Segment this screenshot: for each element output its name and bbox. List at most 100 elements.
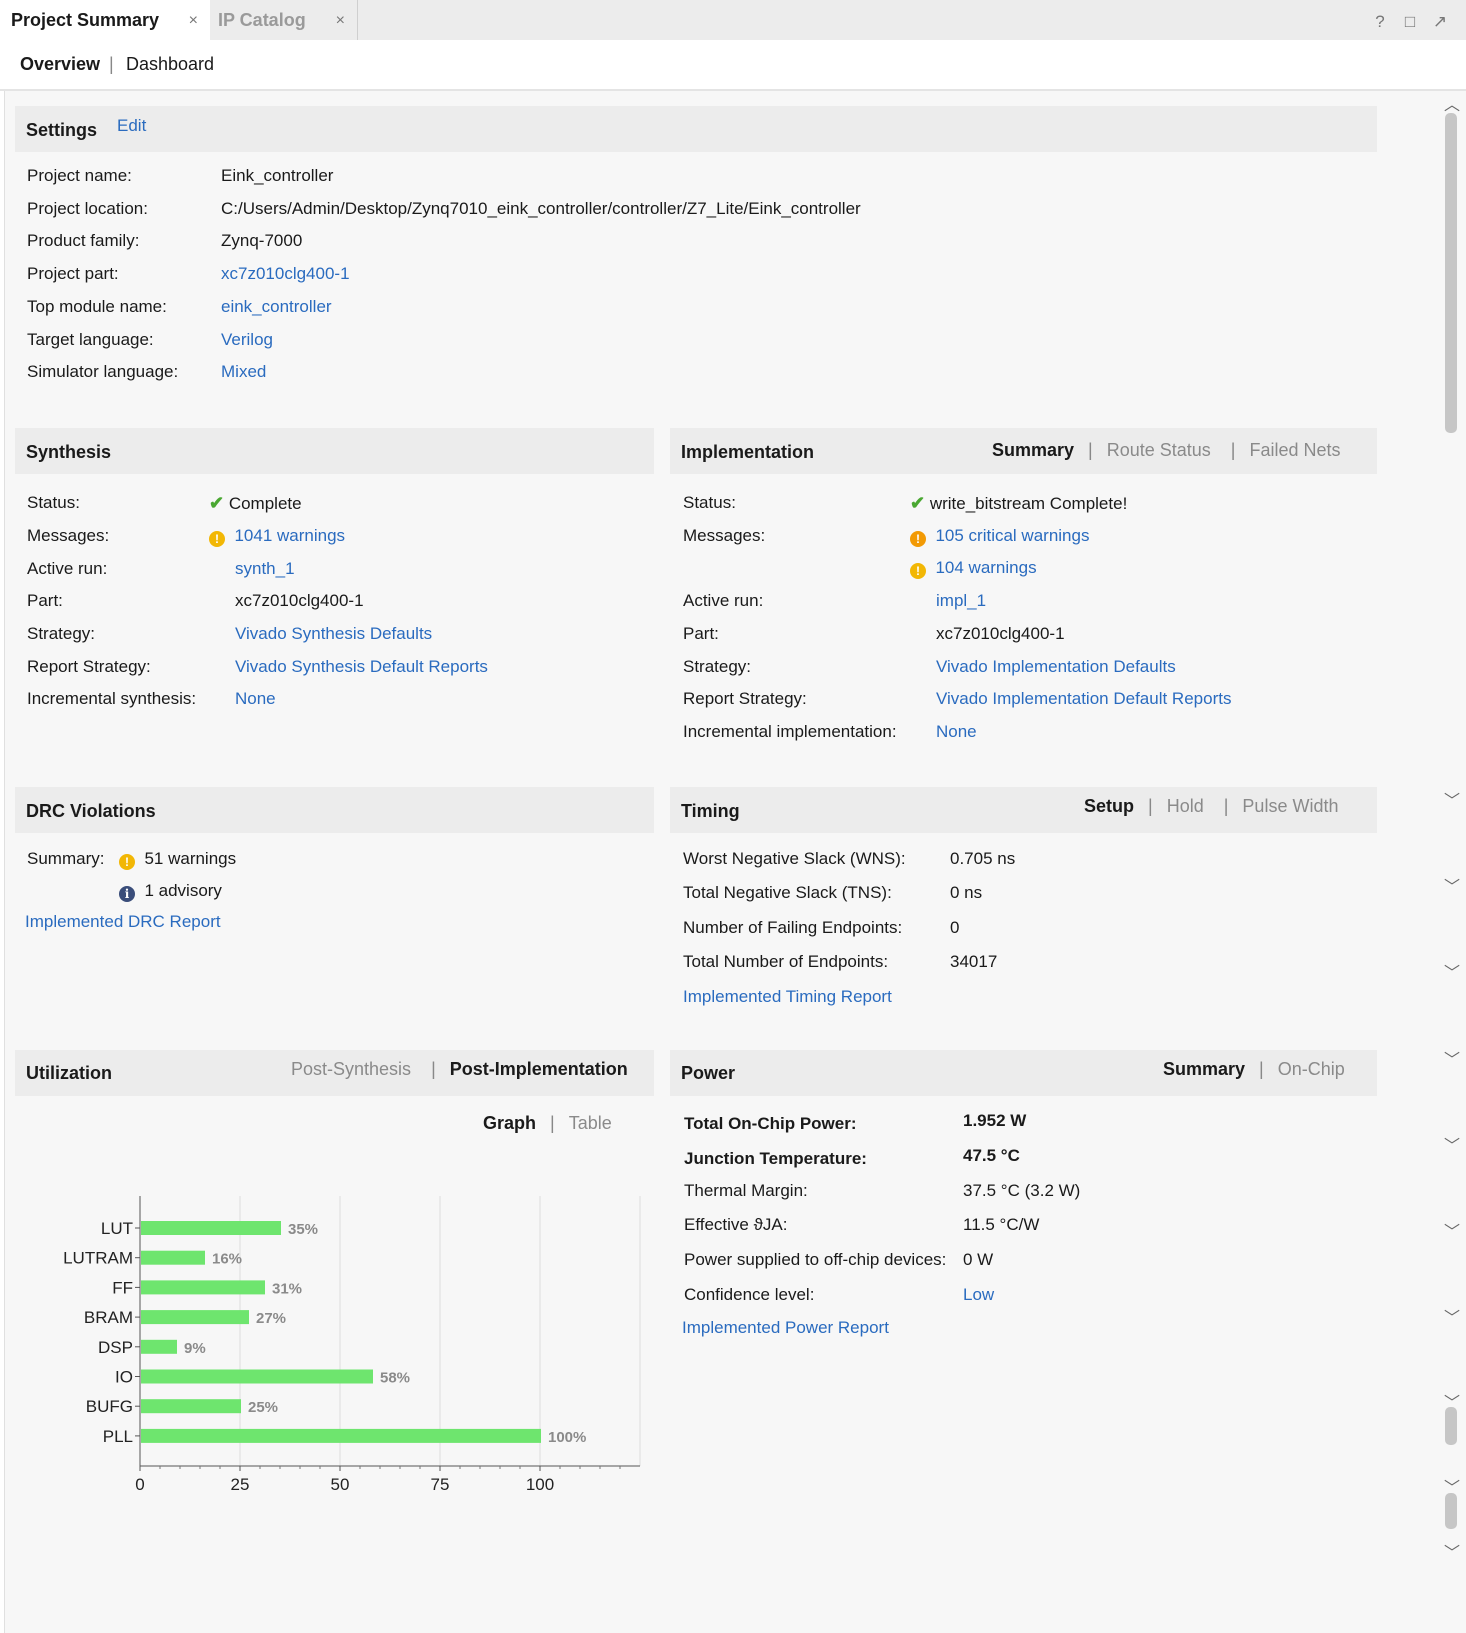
synthesis-part: xc7z010clg400-1: [235, 591, 364, 610]
check-icon: ✔: [209, 493, 225, 513]
synthesis-incremental-link[interactable]: None: [235, 689, 276, 708]
tab-impl-summary[interactable]: Summary: [992, 440, 1075, 460]
check-icon: ✔: [910, 493, 926, 513]
close-icon[interactable]: ×: [335, 12, 345, 29]
chevron-down-icon[interactable]: ﹀: [1444, 1480, 1461, 1497]
utilization-title: Utilization: [26, 1063, 112, 1083]
impl-report-strategy-label: Report Strategy:: [683, 689, 807, 708]
bar-value-label: 27%: [256, 1310, 286, 1327]
nav-dashboard[interactable]: Dashboard: [126, 54, 215, 74]
settings-edit-link[interactable]: Edit: [117, 116, 147, 135]
chevron-down-icon[interactable]: ﹀: [1444, 1310, 1461, 1327]
settings-row-value[interactable]: Verilog: [221, 329, 273, 349]
impl-status-text: write_bitstream Complete!: [929, 494, 1128, 513]
tab-power-on-chip[interactable]: On-Chip: [1277, 1059, 1345, 1079]
view-separator: |: [550, 1113, 555, 1133]
scroll-down-icon[interactable]: ﹀: [1444, 1545, 1461, 1562]
impl-critical-warnings-link[interactable]: 105 critical warnings: [935, 526, 1090, 545]
scrollbar-thumb-bottom[interactable]: [1445, 1493, 1457, 1529]
synthesis-status-text: Complete: [228, 494, 302, 513]
impl-warnings-link[interactable]: 104 warnings: [935, 558, 1037, 577]
drc-header: DRC Violations: [15, 787, 654, 833]
nav-separator: |: [109, 54, 114, 74]
critical-warning-icon: !: [910, 531, 926, 547]
synthesis-messages-label: Messages:: [27, 526, 110, 545]
synthesis-report-strategy-link[interactable]: Vivado Synthesis Default Reports: [235, 657, 488, 676]
scrollbar-thumb-lower[interactable]: [1445, 1407, 1457, 1445]
synthesis-active-run-label: Active run:: [27, 559, 108, 578]
settings-row-value[interactable]: Mixed: [221, 362, 267, 382]
chevron-down-icon[interactable]: ﹀: [1444, 793, 1461, 810]
utilization-chart: LUT 35% LUTRAM 16% FF 31% BRAM 27% DSP 9% IO 58% BUF…: [63, 1196, 641, 1491]
synthesis-strategy-link[interactable]: Vivado Synthesis Defaults: [235, 624, 433, 643]
scrollbar-thumb[interactable]: [1445, 113, 1457, 433]
impl-incremental-link[interactable]: None: [936, 722, 977, 741]
bar-pll: [141, 1428, 541, 1443]
maximize-icon[interactable]: □: [1404, 12, 1416, 31]
timing-wns: 0.705 ns: [950, 849, 1016, 868]
chevron-down-icon[interactable]: ﹀: [1444, 1224, 1461, 1241]
bar-lutram: [141, 1250, 205, 1265]
tab-power-summary[interactable]: Summary: [1163, 1059, 1246, 1079]
power-theta-label: Effective ϑJA:: [684, 1215, 788, 1234]
drc-report-link[interactable]: Implemented DRC Report: [25, 912, 221, 931]
nav-overview[interactable]: Overview: [20, 54, 101, 74]
power-thermal-label: Thermal Margin:: [684, 1181, 808, 1200]
impl-warnings: ! 104 warnings: [910, 558, 1037, 579]
settings-row-label: Project name:: [27, 166, 132, 185]
synthesis-header: Synthesis: [15, 428, 654, 474]
impl-status: ✔ write_bitstream Complete!: [910, 493, 1127, 514]
tab-impl-failed-nets[interactable]: Failed Nets: [1249, 440, 1341, 460]
warning-icon: !: [910, 563, 926, 579]
y-tick-label: LUTRAM: [63, 1249, 133, 1268]
synthesis-warnings-link[interactable]: 1041 warnings: [234, 526, 346, 545]
impl-report-strategy-link[interactable]: Vivado Implementation Default Reports: [936, 689, 1232, 708]
chevron-down-icon[interactable]: ﹀: [1444, 879, 1461, 896]
timing-total-label: Total Number of Endpoints:: [683, 952, 889, 971]
chevron-down-icon[interactable]: ﹀: [1444, 1052, 1461, 1069]
tab-ip-catalog[interactable]: IP Catalog ×: [210, 0, 358, 40]
power-confidence-link[interactable]: Low: [963, 1285, 995, 1304]
impl-active-run-link[interactable]: impl_1: [936, 591, 987, 610]
chevron-down-icon[interactable]: ﹀: [1444, 965, 1461, 982]
tab-impl-route-status[interactable]: Route Status: [1106, 440, 1211, 460]
power-report-link[interactable]: Implemented Power Report: [682, 1318, 889, 1337]
implementation-tabs: Summary | Route Status | Failed Nets: [992, 440, 1341, 461]
tab-timing-pulse-width[interactable]: Pulse Width: [1242, 796, 1339, 816]
settings-row-value: Eink_controller: [221, 166, 334, 185]
power-junction-label: Junction Temperature:: [684, 1149, 867, 1168]
vertical-scrollbar[interactable]: ︿ ﹀ ﹀ ﹀ ﹀ ﹀ ﹀ ﹀ ﹀ ﹀ ﹀: [1438, 91, 1466, 1633]
tab-project-summary[interactable]: Project Summary ×: [0, 0, 210, 40]
impl-strategy-link[interactable]: Vivado Implementation Defaults: [936, 657, 1176, 676]
float-icon[interactable]: ↗: [1432, 12, 1448, 31]
x-tick-label: 75: [431, 1475, 450, 1491]
settings-row-value[interactable]: xc7z010clg400-1: [221, 264, 350, 284]
scroll-up-icon[interactable]: ︿: [1444, 97, 1461, 114]
bar-value-label: 100%: [548, 1429, 586, 1446]
sub-navigation: Overview | Dashboard: [0, 40, 1466, 91]
tab-post-implementation[interactable]: Post-Implementation: [449, 1059, 628, 1079]
synthesis-part-label: Part:: [27, 591, 63, 610]
tab-bar: Project Summary × IP Catalog × ? □ ↗: [0, 0, 1466, 41]
power-total: 1.952 W: [963, 1111, 1027, 1130]
view-graph[interactable]: Graph: [483, 1113, 537, 1133]
settings-row-value[interactable]: eink_controller: [221, 296, 332, 316]
bar-value-label: 9%: [184, 1340, 206, 1357]
synthesis-active-run-link[interactable]: synth_1: [235, 559, 295, 578]
impl-active-run-label: Active run:: [683, 591, 764, 610]
timing-report-link[interactable]: Implemented Timing Report: [683, 987, 892, 1006]
power-confidence-label: Confidence level:: [684, 1285, 815, 1304]
tab-timing-hold[interactable]: Hold: [1166, 796, 1204, 816]
tab-timing-setup[interactable]: Setup: [1084, 796, 1135, 816]
drc-warnings-text: 51 warnings: [144, 849, 237, 868]
impl-critical-warnings: ! 105 critical warnings: [910, 526, 1089, 547]
tab-post-synthesis[interactable]: Post-Synthesis: [291, 1059, 412, 1079]
close-icon[interactable]: ×: [188, 12, 198, 29]
window-controls: ? □ ↗: [1372, 12, 1448, 32]
info-icon: i: [119, 886, 135, 902]
synthesis-warnings: ! 1041 warnings: [209, 526, 345, 547]
implementation-title: Implementation: [681, 442, 815, 462]
view-table[interactable]: Table: [568, 1113, 612, 1133]
help-icon[interactable]: ?: [1375, 12, 1385, 31]
chevron-down-icon[interactable]: ﹀: [1444, 1138, 1461, 1155]
